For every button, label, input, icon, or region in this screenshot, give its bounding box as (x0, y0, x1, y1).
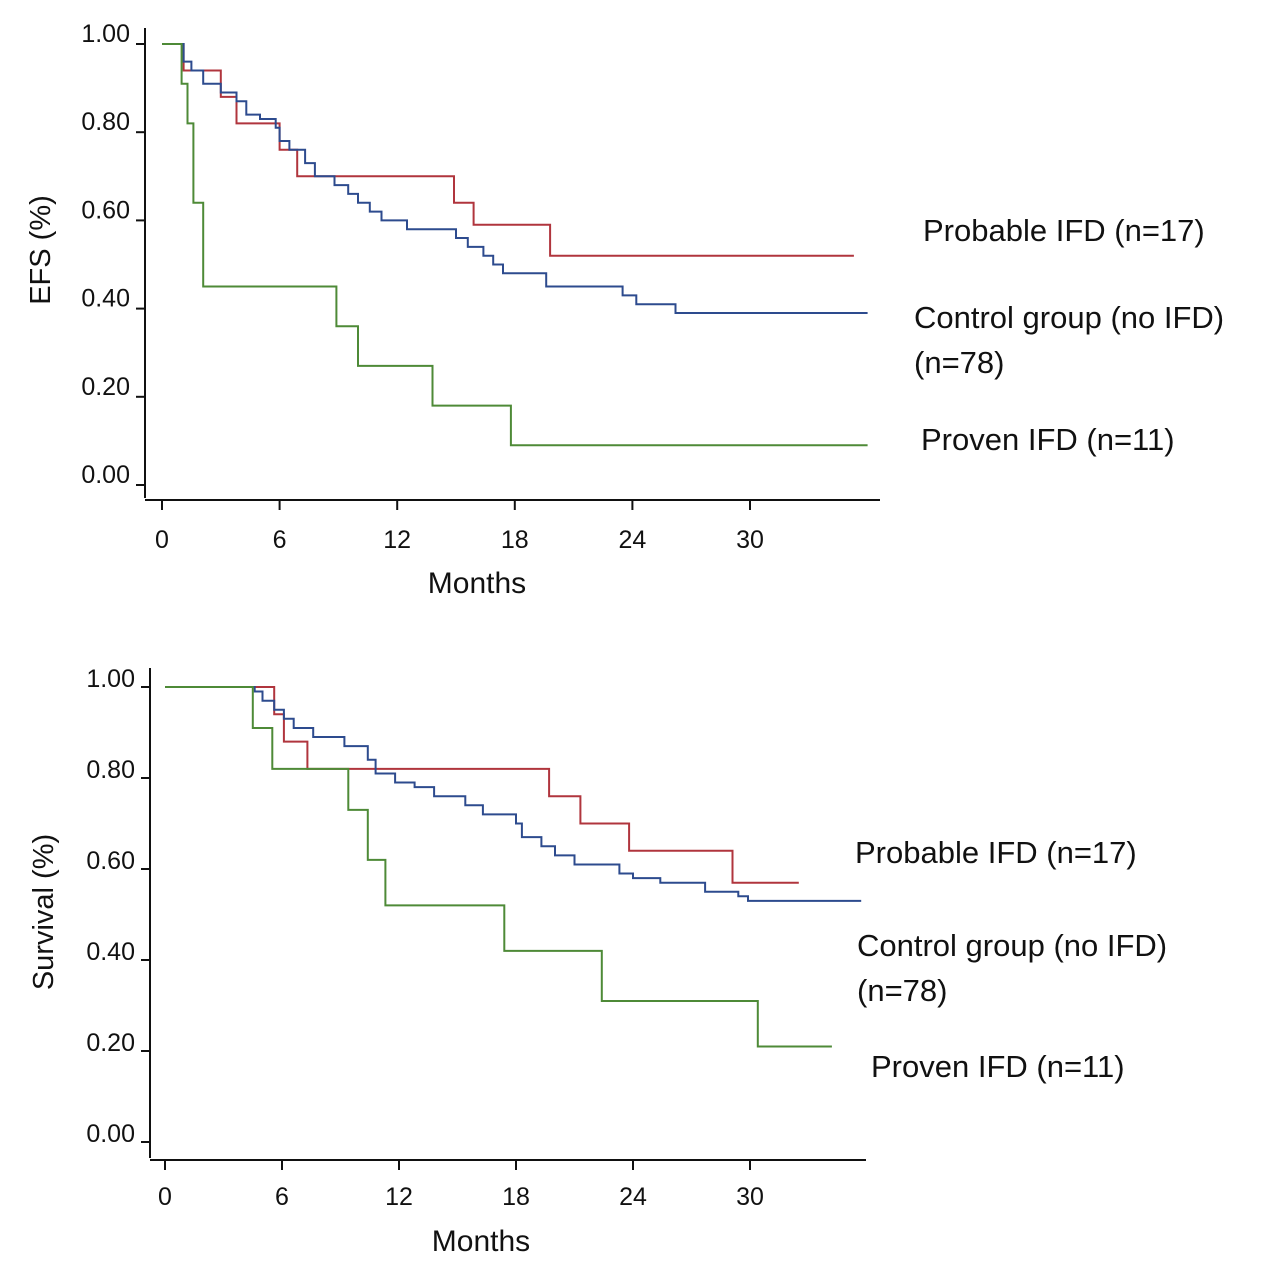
legend-label-probable: Probable IFD (n=17) (855, 835, 1137, 870)
series-line-probable (162, 43, 854, 257)
y-tick-label: 1.00 (86, 665, 135, 693)
y-tick-label: 0.60 (86, 847, 135, 875)
y-tick-label: 0.40 (81, 285, 130, 313)
legend-line: Proven IFD (n=11) (871, 1049, 1125, 1084)
legend-line: (n=78) (857, 973, 947, 1008)
legend-line: Control group (no IFD) (914, 300, 1224, 335)
x-tick-label: 12 (385, 1183, 413, 1211)
series-line-proven (165, 686, 832, 1048)
legend-label-probable: Probable IFD (n=17) (923, 213, 1205, 248)
y-tick-label: 0.80 (86, 756, 135, 784)
chart-panel-survival: 0.00 0.20 0.40 0.60 0.80 1.00 0 6 12 18 24 30 Months… (28, 665, 1167, 1258)
y-tick-label: 1.00 (81, 20, 130, 48)
x-tick-label: 18 (501, 526, 529, 554)
x-tick-label: 24 (618, 526, 646, 554)
chart-panel-efs: 0.00 0.20 0.40 0.60 0.80 1.00 0 6 12 18 24 30 Months… (25, 20, 1224, 600)
series-line-probable (165, 686, 799, 884)
x-tick-label: 6 (273, 526, 287, 554)
y-tick-label: 0.20 (81, 373, 130, 401)
x-tick-label: 0 (158, 1183, 172, 1211)
y-axis-title: Survival (%) (28, 834, 60, 990)
series-line-control (162, 43, 868, 314)
series-line-control (165, 686, 862, 902)
x-axis-title: Months (428, 567, 526, 600)
legend-line: Proven IFD (n=11) (921, 422, 1175, 457)
y-axis-title: EFS (%) (25, 195, 57, 305)
x-tick-label: 12 (383, 526, 411, 554)
legend-label-control: Control group (no IFD) (n=78) (914, 300, 1224, 380)
x-tick-label: 30 (736, 1183, 764, 1211)
y-tick-label: 0.20 (86, 1029, 135, 1057)
x-tick-label: 0 (155, 526, 169, 554)
x-tick-label: 6 (275, 1183, 289, 1211)
y-tick-label: 0.40 (86, 938, 135, 966)
legend-label-control: Control group (no IFD) (n=78) (857, 928, 1167, 1008)
y-tick-label: 0.60 (81, 196, 130, 224)
y-tick-label: 0.00 (86, 1120, 135, 1148)
legend-line: Probable IFD (n=17) (923, 213, 1205, 248)
legend-line: Control group (no IFD) (857, 928, 1167, 963)
x-tick-label: 18 (502, 1183, 530, 1211)
x-tick-label: 30 (736, 526, 764, 554)
legend-line: (n=78) (914, 345, 1004, 380)
legend-line: Probable IFD (n=17) (855, 835, 1137, 870)
y-tick-label: 0.00 (81, 461, 130, 489)
legend-label-proven: Proven IFD (n=11) (871, 1049, 1125, 1084)
legend-label-proven: Proven IFD (n=11) (921, 422, 1175, 457)
y-tick-label: 0.80 (81, 108, 130, 136)
series-line-proven (162, 43, 868, 447)
x-axis-title: Months (432, 1225, 530, 1258)
x-tick-label: 24 (619, 1183, 647, 1211)
